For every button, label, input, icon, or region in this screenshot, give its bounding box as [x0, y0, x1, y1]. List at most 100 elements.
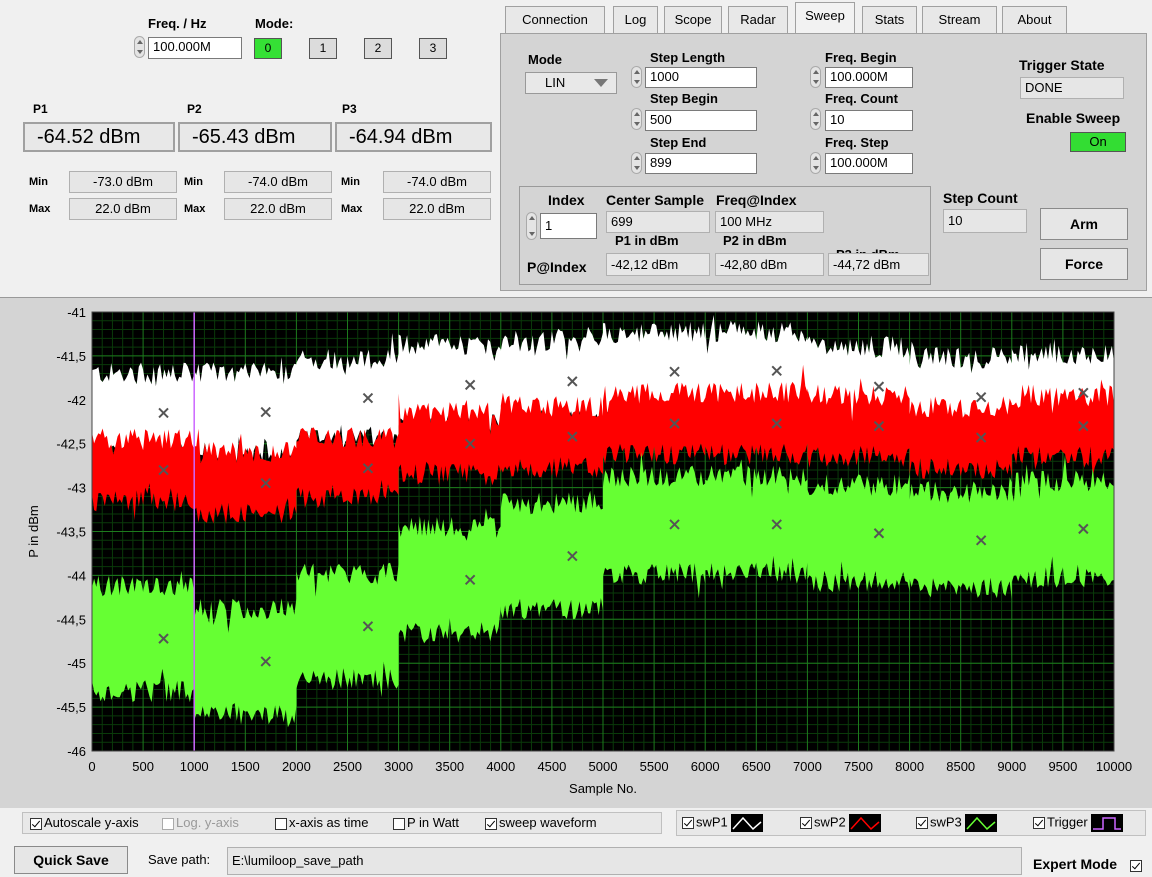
index-label: Index — [548, 192, 585, 208]
p2-max: 22.0 dBm — [224, 198, 332, 220]
tab-log[interactable]: Log — [613, 6, 658, 33]
quick-save-button[interactable]: Quick Save — [14, 846, 128, 874]
save-path-value[interactable]: E:\lumiloop_save_path — [227, 847, 1022, 875]
log-y-option[interactable]: Log. y-axis — [162, 815, 239, 830]
marker-swP1 — [362, 392, 374, 404]
mode-button-3[interactable]: 3 — [419, 38, 447, 59]
y-tick-label: -45,5 — [56, 700, 86, 715]
legend-trigger[interactable]: Trigger — [1033, 814, 1123, 832]
x-tick-label: 8000 — [895, 759, 924, 774]
sweep-waveform-checkbox[interactable] — [485, 817, 497, 830]
freq-begin-input[interactable]: 100.000M — [825, 67, 913, 88]
p1-at-index-value: -42,12 dBm — [606, 253, 710, 276]
sweep-waveform-option[interactable]: sweep waveform — [485, 815, 597, 830]
x-tick-label: 10000 — [1096, 759, 1132, 774]
expert-mode-checkbox[interactable] — [1130, 859, 1142, 872]
step-begin-spinner[interactable] — [631, 108, 642, 130]
chevron-down-icon — [594, 79, 608, 87]
series-band-swP3 — [92, 452, 1114, 728]
step-length-spinner[interactable] — [631, 66, 642, 88]
mode-button-2[interactable]: 2 — [364, 38, 392, 59]
legend-swp3[interactable]: swP3 — [916, 814, 1001, 832]
x-time-checkbox[interactable] — [275, 817, 287, 830]
marker-swP2 — [362, 463, 374, 474]
freq-step-input[interactable]: 100.000M — [825, 153, 913, 174]
marker-swP2 — [464, 438, 476, 449]
step-end-input[interactable]: 899 — [645, 153, 757, 174]
tab-stream[interactable]: Stream — [922, 6, 997, 33]
p1-min: -73.0 dBm — [69, 171, 177, 193]
mode-button-0[interactable]: 0 — [254, 38, 282, 59]
p2-in-dbm-label: P2 in dBm — [723, 233, 787, 248]
sweep-chart: 0 500 1000 1500 2000 2500 3000 3500 4000 4500 5000… — [26, 305, 1132, 796]
p3-min-label: Min — [341, 176, 360, 188]
x-tick-label: 6000 — [691, 759, 720, 774]
x-time-option[interactable]: x-axis as time — [275, 815, 368, 830]
tab-about[interactable]: About — [1002, 6, 1067, 33]
legend-swp2[interactable]: swP2 — [800, 814, 885, 832]
p2-at-index-value: -42,80 dBm — [715, 253, 824, 276]
index-input[interactable]: 1 — [540, 213, 597, 239]
freq-input[interactable]: 100.000M — [148, 37, 242, 59]
autoscale-label: Autoscale y-axis — [44, 815, 139, 830]
tab-connection[interactable]: Connection — [505, 6, 605, 33]
freq-spinner[interactable] — [134, 36, 145, 58]
p-watt-checkbox[interactable] — [393, 817, 405, 830]
p3-value: -64.94 dBm — [335, 122, 492, 152]
p1-label: P1 — [33, 102, 48, 116]
legend-swp3-checkbox[interactable] — [916, 817, 928, 829]
freq-step-spinner[interactable] — [810, 152, 821, 174]
p-at-index-label: P@Index — [527, 259, 587, 275]
x-tick-label: 3500 — [435, 759, 464, 774]
log-y-checkbox[interactable] — [162, 817, 174, 830]
step-length-input[interactable]: 1000 — [645, 67, 757, 88]
freq-begin-spinner[interactable] — [810, 66, 821, 88]
arm-button[interactable]: Arm — [1040, 208, 1128, 240]
tab-stats[interactable]: Stats — [862, 6, 917, 33]
marker-swP3 — [158, 633, 169, 644]
marker-swP3 — [669, 519, 680, 530]
step-begin-input[interactable]: 500 — [645, 110, 757, 131]
freq-count-label: Freq. Count — [825, 91, 898, 106]
y-tick-label: -43,5 — [56, 525, 86, 540]
y-tick-label: -45 — [67, 656, 86, 671]
x-tick-label: 5000 — [589, 759, 618, 774]
autoscale-checkbox[interactable] — [30, 817, 42, 830]
marker-swP3 — [873, 528, 885, 539]
step-count-label: Step Count — [943, 190, 1018, 206]
x-tick-label: 7000 — [793, 759, 822, 774]
p-watt-option[interactable]: P in Watt — [393, 815, 459, 830]
marker-swP1 — [567, 376, 578, 387]
options-row — [22, 812, 662, 834]
autoscale-option[interactable]: Autoscale y-axis — [30, 815, 139, 830]
p1-value: -64.52 dBm — [23, 122, 175, 152]
p3-at-index-value: -44,72 dBm — [828, 253, 929, 276]
p1-in-dbm-label: P1 in dBm — [615, 233, 679, 248]
step-end-spinner[interactable] — [631, 152, 642, 174]
series-swP3 — [92, 452, 1114, 728]
index-spinner[interactable] — [526, 212, 537, 240]
legend-swp1[interactable]: swP1 — [682, 814, 767, 832]
freq-count-input[interactable]: 10 — [825, 110, 913, 131]
freq-count-spinner[interactable] — [810, 108, 821, 130]
p2-label: P2 — [187, 102, 202, 116]
sweep-mode-select[interactable]: LIN — [525, 72, 617, 94]
legend-trigger-checkbox[interactable] — [1033, 817, 1045, 829]
legend-swp2-checkbox[interactable] — [800, 817, 812, 829]
sweep-waveform-label: sweep waveform — [499, 815, 597, 830]
tab-radar[interactable]: Radar — [728, 6, 788, 33]
force-button[interactable]: Force — [1040, 248, 1128, 280]
marker-swP1 — [873, 381, 885, 392]
enable-sweep-toggle[interactable]: On — [1070, 132, 1126, 152]
trigger-state-label: Trigger State — [1019, 57, 1105, 73]
step-end-label: Step End — [650, 135, 707, 150]
legend-swp1-checkbox[interactable] — [682, 817, 694, 829]
x-tick-label: 2500 — [333, 759, 362, 774]
mode-button-1[interactable]: 1 — [309, 38, 337, 59]
x-time-label: x-axis as time — [289, 815, 369, 830]
p3-max-label: Max — [341, 203, 363, 215]
tab-sweep[interactable]: Sweep — [795, 2, 855, 34]
plot-border — [91, 311, 1115, 752]
tab-scope[interactable]: Scope — [664, 6, 722, 33]
legend-trigger-label: Trigger — [1047, 814, 1088, 830]
